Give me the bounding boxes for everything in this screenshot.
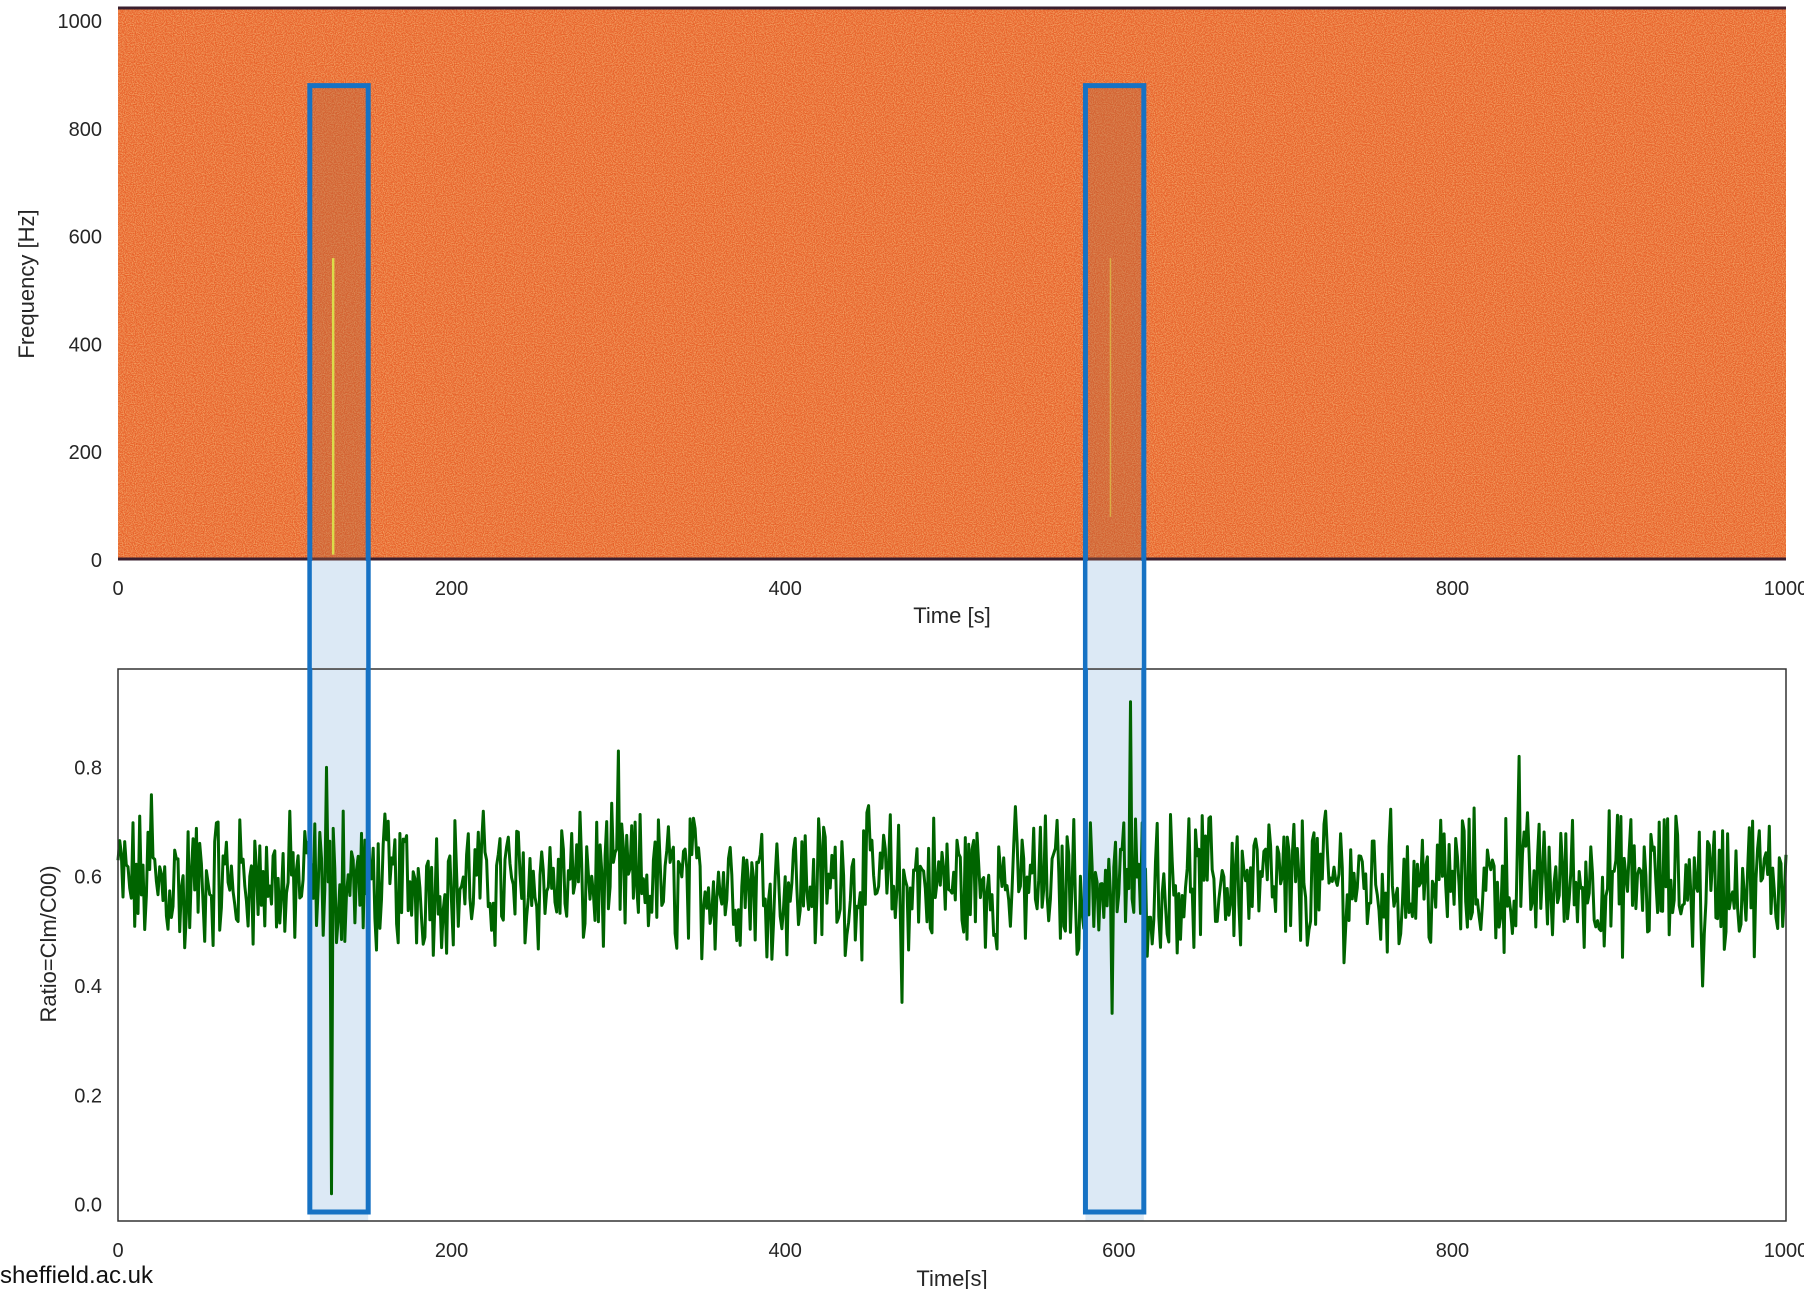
ratio-highlight-fill-0 [309,669,369,1221]
spectrogram-y-tick-label: 400 [69,334,102,356]
spectrogram-y-tick-label: 800 [69,119,102,141]
spectrogram-y-ticks: 0 200 400 600 800 1000 [58,11,103,572]
footer-url: sheffield.ac.uk [0,1262,153,1289]
spectrogram-noise-texture [118,8,1786,560]
highlight-gap-fill-0 [311,561,367,668]
spectrogram-highlights [309,85,1144,560]
highlight-box-1 [1082,83,1147,1215]
ratio-series-line [116,700,1788,1196]
ratio-x-tick-label: 200 [435,1240,468,1262]
ratio-x-tick-label: 600 [1102,1240,1135,1262]
ratio-highlight-fill-1 [1085,669,1144,1221]
ratio-x-ticks: 0 200 400 600 800 1000 [112,1240,1804,1262]
ratio-x-axis-label: Time[s] [916,1266,987,1289]
spectrogram-x-tick-label: 0 [112,578,123,600]
spectrogram-y-tick-label: 1000 [58,11,103,33]
ratio-axes-frame [117,668,1787,1222]
spectrogram-highlight-tint-1 [1085,85,1144,560]
ratio-y-tick-label: 0.8 [74,757,102,779]
ratio-highlight-fills [309,669,1144,1221]
spectrogram-y-tick-label: 0 [91,550,102,572]
ratio-y-axis-label: Ratio=Clm/C00) [36,865,61,1022]
spectrogram-y-axis-label: Frequency [Hz] [14,209,39,358]
spectrogram-y-tick-label: 200 [69,442,102,464]
spectrogram-x-axis-label: Time [s] [913,603,990,628]
spectrogram-highlight-tint-0 [309,85,369,560]
highlight-boxes [307,83,1147,1215]
ratio-x-tick-label: 800 [1436,1240,1469,1262]
spectrogram-y-tick-label: 600 [69,227,102,249]
spectrogram-x-tick-label: 800 [1436,578,1469,600]
spectrogram-panel: 0 200 400 600 800 1000 0 200 400 600 800 1000 Time… [14,6,1804,628]
spectrogram-signals [331,258,1112,555]
ratio-y-tick-label: 0.6 [74,867,102,889]
ratio-y-ticks: 0.0 0.2 0.4 0.6 0.8 [74,757,102,1216]
highlight-box-0 [307,83,371,1215]
ratio-y-tick-label: 0.4 [74,976,102,998]
ratio-x-tick-label: 1000 [1764,1240,1804,1262]
spectrogram-x-tick-label: 1000 [1764,578,1804,600]
ratio-x-tick-label: 0 [112,1240,123,1262]
spectrogram-x-tick-label: 400 [769,578,802,600]
spectrogram-x-tick-label: 200 [435,578,468,600]
ratio-y-tick-label: 0.0 [74,1195,102,1217]
ratio-x-tick-label: 400 [769,1240,802,1262]
ratio-panel: 0 200 400 600 800 1000 0.0 0.2 0.4 0.6 0.8 Time[s… [36,668,1804,1289]
ratio-y-tick-label: 0.2 [74,1085,102,1107]
highlight-gap-fill-1 [1087,561,1142,668]
